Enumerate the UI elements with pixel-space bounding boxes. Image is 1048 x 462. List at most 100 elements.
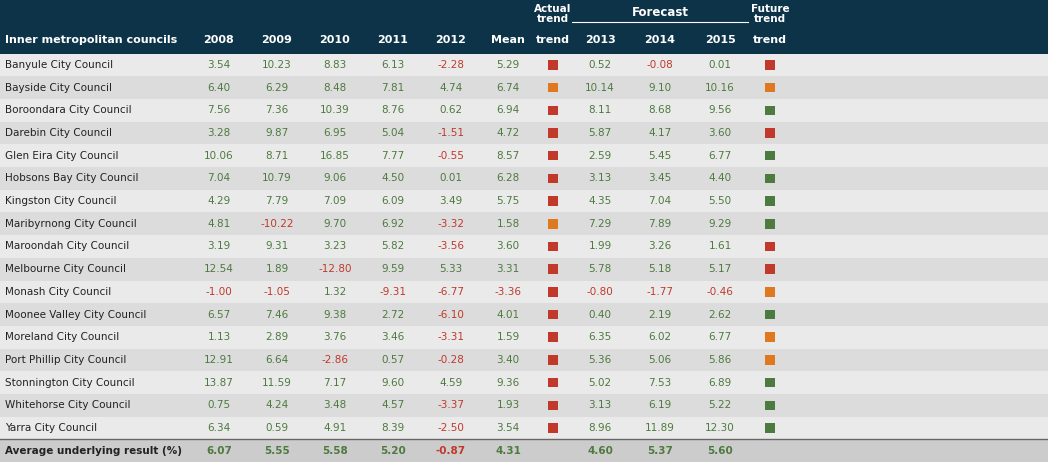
Text: 7.81: 7.81 (381, 83, 405, 93)
Text: 0.62: 0.62 (439, 105, 462, 116)
Text: 8.39: 8.39 (381, 423, 405, 433)
Text: Actual: Actual (534, 4, 572, 13)
Bar (548, 174, 558, 183)
Bar (0, 167, 1048, 190)
Text: 6.28: 6.28 (497, 173, 520, 183)
Text: 8.83: 8.83 (324, 60, 347, 70)
Text: 9.36: 9.36 (497, 377, 520, 388)
Text: -1.00: -1.00 (205, 287, 233, 297)
Text: Future: Future (750, 4, 789, 13)
Text: 7.09: 7.09 (324, 196, 347, 206)
Text: 2010: 2010 (320, 35, 350, 45)
Text: 0.57: 0.57 (381, 355, 405, 365)
Text: 6.74: 6.74 (497, 83, 520, 93)
Bar (0, 213, 1048, 235)
Bar (765, 106, 774, 115)
Bar (765, 310, 774, 319)
Text: 6.13: 6.13 (381, 60, 405, 70)
Text: 6.34: 6.34 (208, 423, 231, 433)
Bar (548, 333, 558, 342)
Text: 7.53: 7.53 (649, 377, 672, 388)
Text: 13.87: 13.87 (204, 377, 234, 388)
Text: 10.39: 10.39 (320, 105, 350, 116)
Text: 3.19: 3.19 (208, 242, 231, 251)
Text: 6.07: 6.07 (206, 446, 232, 456)
Text: 3.31: 3.31 (497, 264, 520, 274)
Text: 12.30: 12.30 (705, 423, 735, 433)
Text: 3.45: 3.45 (649, 173, 672, 183)
Text: 0.52: 0.52 (588, 60, 612, 70)
Text: 1.59: 1.59 (497, 332, 520, 342)
Text: 8.96: 8.96 (588, 423, 612, 433)
Text: 16.85: 16.85 (320, 151, 350, 161)
Text: 6.35: 6.35 (588, 332, 612, 342)
Text: 10.23: 10.23 (262, 60, 292, 70)
Text: 2.72: 2.72 (381, 310, 405, 320)
Bar (0, 99, 1048, 122)
Bar (765, 174, 774, 183)
Bar (765, 355, 774, 365)
Text: -3.31: -3.31 (437, 332, 464, 342)
Text: 2011: 2011 (377, 35, 409, 45)
Text: 2014: 2014 (645, 35, 676, 45)
Text: 10.16: 10.16 (705, 83, 735, 93)
Text: -6.77: -6.77 (437, 287, 464, 297)
Text: 5.86: 5.86 (708, 355, 732, 365)
Text: -0.87: -0.87 (436, 446, 466, 456)
Text: 4.74: 4.74 (439, 83, 462, 93)
Text: -2.28: -2.28 (437, 60, 464, 70)
Bar (765, 401, 774, 410)
Text: 4.35: 4.35 (588, 196, 612, 206)
Bar (0, 258, 1048, 280)
Text: 12.91: 12.91 (204, 355, 234, 365)
Text: Whitehorse City Council: Whitehorse City Council (5, 400, 131, 410)
Bar (548, 423, 558, 433)
Text: 2015: 2015 (704, 35, 736, 45)
Text: 3.60: 3.60 (497, 242, 520, 251)
Text: 4.59: 4.59 (439, 377, 462, 388)
Text: 5.60: 5.60 (707, 446, 733, 456)
Text: Yarra City Council: Yarra City Council (5, 423, 97, 433)
Text: 2013: 2013 (585, 35, 615, 45)
Text: 4.01: 4.01 (497, 310, 520, 320)
Bar (765, 333, 774, 342)
Text: 4.72: 4.72 (497, 128, 520, 138)
Text: 10.14: 10.14 (585, 83, 615, 93)
Text: 0.40: 0.40 (589, 310, 611, 320)
Text: 3.49: 3.49 (439, 196, 462, 206)
Bar (548, 264, 558, 274)
Text: 5.37: 5.37 (647, 446, 673, 456)
Text: 7.89: 7.89 (649, 219, 672, 229)
Text: Stonnington City Council: Stonnington City Council (5, 377, 134, 388)
Text: 4.17: 4.17 (649, 128, 672, 138)
Text: 0.01: 0.01 (708, 60, 732, 70)
Text: Darebin City Council: Darebin City Council (5, 128, 112, 138)
Text: 8.68: 8.68 (649, 105, 672, 116)
Text: Banyule City Council: Banyule City Council (5, 60, 113, 70)
Text: 5.45: 5.45 (649, 151, 672, 161)
Bar (0, 280, 1048, 303)
Text: 3.76: 3.76 (324, 332, 347, 342)
Text: 3.26: 3.26 (649, 242, 672, 251)
Text: 8.76: 8.76 (381, 105, 405, 116)
Text: 5.87: 5.87 (588, 128, 612, 138)
Text: 6.64: 6.64 (265, 355, 288, 365)
Text: trend: trend (537, 14, 569, 24)
Bar (548, 401, 558, 410)
Text: 7.29: 7.29 (588, 219, 612, 229)
Text: 6.19: 6.19 (649, 400, 672, 410)
Text: 1.32: 1.32 (324, 287, 347, 297)
Text: 4.57: 4.57 (381, 400, 405, 410)
Bar (765, 242, 774, 251)
Bar (0, 76, 1048, 99)
Text: 8.71: 8.71 (265, 151, 288, 161)
Text: 6.95: 6.95 (324, 128, 347, 138)
Text: trend: trend (536, 35, 570, 45)
Text: 6.02: 6.02 (649, 332, 672, 342)
Bar (548, 106, 558, 115)
Bar (765, 83, 774, 92)
Text: 6.40: 6.40 (208, 83, 231, 93)
Text: 1.61: 1.61 (708, 242, 732, 251)
Text: 6.57: 6.57 (208, 310, 231, 320)
Text: 5.50: 5.50 (708, 196, 732, 206)
